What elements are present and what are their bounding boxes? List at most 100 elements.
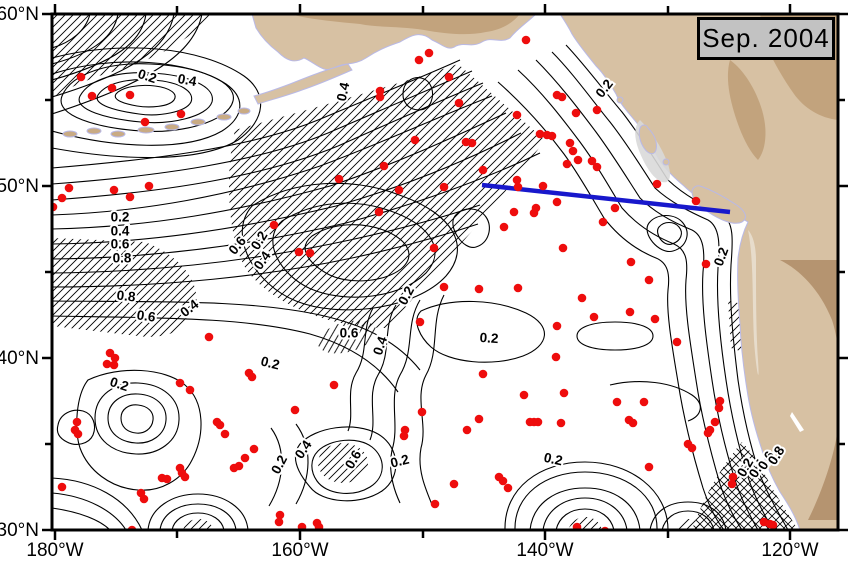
float-dot xyxy=(215,420,225,430)
float-dot xyxy=(513,182,523,192)
float-dot xyxy=(598,217,608,227)
float-dot xyxy=(519,390,529,400)
vancouver-island xyxy=(691,185,746,224)
float-dot xyxy=(529,208,539,218)
float-dot xyxy=(107,83,117,93)
float-dot xyxy=(610,203,620,213)
float-dot xyxy=(139,494,149,504)
contour-value-label: 0.8 xyxy=(116,288,137,305)
float-dot xyxy=(551,352,561,362)
float-dot xyxy=(547,131,557,141)
title-box: Sep. 2004 xyxy=(697,17,835,60)
float-dot xyxy=(240,453,250,463)
float-dot xyxy=(439,282,449,292)
float-dot xyxy=(558,243,568,253)
float-dot xyxy=(290,405,300,415)
float-dot xyxy=(533,417,543,427)
float-dot xyxy=(652,179,662,189)
float-dot xyxy=(414,55,424,65)
float-dot xyxy=(644,275,654,285)
hatch-regions xyxy=(52,14,798,530)
float-dot xyxy=(565,138,575,148)
float-dot xyxy=(204,332,214,342)
float-dot xyxy=(512,110,522,120)
contour-lines xyxy=(52,14,789,530)
float-dot xyxy=(180,472,190,482)
float-dot xyxy=(125,192,135,202)
float-dot xyxy=(102,359,112,369)
lon-axis-label: 120°W xyxy=(761,540,818,561)
float-dot xyxy=(727,479,737,489)
float-dot xyxy=(572,522,582,530)
float-dot xyxy=(703,428,713,438)
float-dot xyxy=(474,284,484,294)
float-dot xyxy=(626,257,636,267)
float-dot xyxy=(87,91,97,101)
float-dot xyxy=(444,72,454,82)
float-dot xyxy=(73,429,83,439)
float-dot xyxy=(687,443,697,453)
float-dot xyxy=(375,92,385,102)
float-dot xyxy=(220,429,230,439)
float-dot xyxy=(589,312,599,322)
float-dot xyxy=(562,159,572,169)
float-dot xyxy=(76,72,86,82)
float-dot xyxy=(274,517,284,527)
contour-value-label: 0.2 xyxy=(479,330,499,346)
contour-value-label: 0.4 xyxy=(334,81,353,103)
float-dot xyxy=(714,403,724,413)
float-dot xyxy=(612,397,622,407)
contour-value-label: 0.2 xyxy=(389,452,411,471)
float-dot xyxy=(144,181,154,191)
contour-value-label: 0.2 xyxy=(542,450,563,469)
float-dot xyxy=(768,520,778,530)
land-alaska xyxy=(62,14,537,138)
contour-value-label: 0.6 xyxy=(340,326,359,341)
title-text: Sep. 2004 xyxy=(702,23,830,53)
contour-value-label: 0.2 xyxy=(259,354,281,373)
lat-axis-label: 30°N xyxy=(0,520,39,541)
float-dot xyxy=(701,259,711,269)
float-dot xyxy=(275,510,285,520)
float-dot xyxy=(710,417,720,427)
float-dot xyxy=(691,196,701,206)
float-dot xyxy=(162,474,172,484)
lon-axis-label: 140°W xyxy=(516,540,573,561)
float-dot xyxy=(474,414,484,424)
lon-axis-label: 160°W xyxy=(271,540,328,561)
float-dot xyxy=(728,472,738,482)
float-dot xyxy=(568,146,578,156)
contour-value-label: 0.2 xyxy=(111,210,130,225)
float-dot xyxy=(571,108,581,118)
float-dot xyxy=(521,35,531,45)
float-dot xyxy=(559,388,569,398)
lat-axis-label: 50°N xyxy=(0,176,39,197)
float-dot xyxy=(478,369,488,379)
float-dot xyxy=(672,337,682,347)
contour-value-label: 0.8 xyxy=(113,251,132,266)
float-dot xyxy=(110,353,120,363)
float-dot xyxy=(429,243,439,253)
float-dot xyxy=(467,138,477,148)
float-dot xyxy=(379,161,389,171)
float-dot xyxy=(462,425,472,435)
float-dot xyxy=(454,98,464,108)
contour-value-label: 0.2 xyxy=(711,245,732,268)
float-dot xyxy=(375,86,385,96)
aleutian-islands xyxy=(62,107,251,138)
contour-value-label: 0.2 xyxy=(136,66,158,86)
float-dot xyxy=(513,283,523,293)
float-dot xyxy=(247,372,257,382)
float-dot xyxy=(229,463,239,473)
float-dot xyxy=(577,293,587,303)
float-dot xyxy=(573,155,583,165)
float-dot xyxy=(592,105,602,115)
float-dot xyxy=(535,129,545,139)
contour-value-label: 0.4 xyxy=(177,71,199,89)
float-dot xyxy=(57,193,67,203)
float-dot xyxy=(498,476,508,486)
float-dot xyxy=(297,522,307,530)
alaska-peninsula xyxy=(253,63,353,105)
float-dot xyxy=(125,90,135,100)
